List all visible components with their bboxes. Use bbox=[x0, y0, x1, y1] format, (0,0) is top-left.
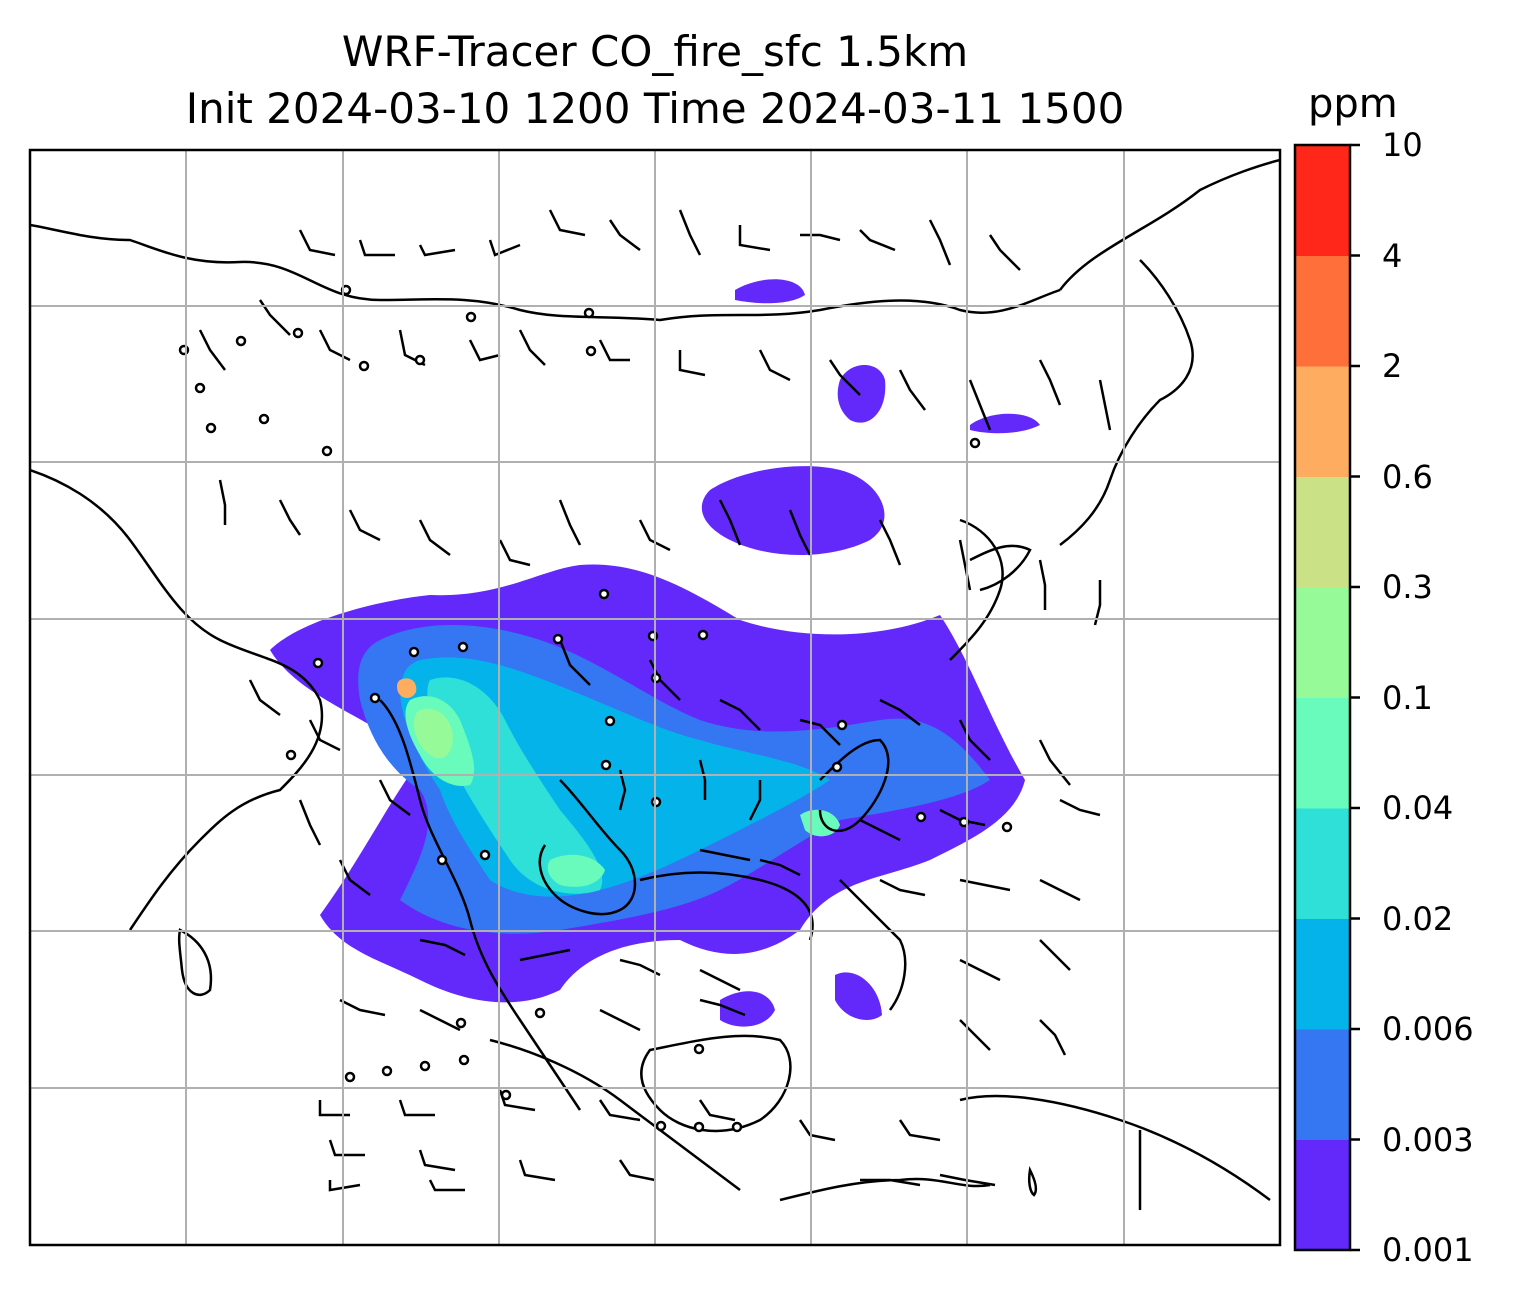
colorbar-segment bbox=[1295, 255, 1350, 367]
colorbar-segment bbox=[1295, 145, 1350, 256]
map-gridlines bbox=[30, 150, 1280, 1245]
map-frame bbox=[28, 148, 1282, 1247]
colorbar-segment bbox=[1295, 476, 1350, 588]
map-panel bbox=[28, 148, 1282, 1247]
co-concentration-field bbox=[270, 279, 1040, 1027]
colorbar-segment bbox=[1295, 366, 1350, 477]
colorbar-tick-label: 0.001 bbox=[1382, 1231, 1474, 1269]
colorbar bbox=[1293, 143, 1360, 1252]
coastlines bbox=[30, 158, 1280, 1210]
colorbar-segment bbox=[1295, 918, 1350, 1030]
map-title-line-1: WRF-Tracer CO_fire_sfc 1.5km bbox=[341, 27, 969, 76]
colorbar-tick-label: 0.04 bbox=[1382, 789, 1454, 827]
colorbar-segment bbox=[1295, 587, 1350, 698]
colorbar-tick-label: 10 bbox=[1382, 126, 1423, 164]
colorbar-tick-label: 0.003 bbox=[1382, 1120, 1474, 1159]
colorbar-tick-label: 0.006 bbox=[1382, 1010, 1474, 1048]
colorbar-segment bbox=[1295, 1139, 1350, 1251]
colorbar-tick-label: 0.1 bbox=[1382, 678, 1433, 717]
colorbar-units-label: ppm bbox=[1308, 81, 1398, 127]
colorbar-segment bbox=[1295, 808, 1350, 919]
colorbar-tick-label: 0.6 bbox=[1382, 457, 1433, 496]
colorbar-tick-label: 2 bbox=[1382, 347, 1403, 385]
colorbar-tick-label: 0.3 bbox=[1382, 568, 1433, 606]
wind-barbs bbox=[198, 209, 1112, 1192]
calm-wind-markers bbox=[178, 284, 1013, 1133]
colorbar-tick-label: 4 bbox=[1382, 236, 1403, 275]
colorbar-segment bbox=[1295, 697, 1350, 809]
colorbar-tick-label: 0.02 bbox=[1382, 899, 1454, 938]
map-title-line-2: Init 2024-03-10 1200 Time 2024-03-11 150… bbox=[185, 84, 1125, 133]
colorbar-segment bbox=[1295, 1029, 1350, 1140]
